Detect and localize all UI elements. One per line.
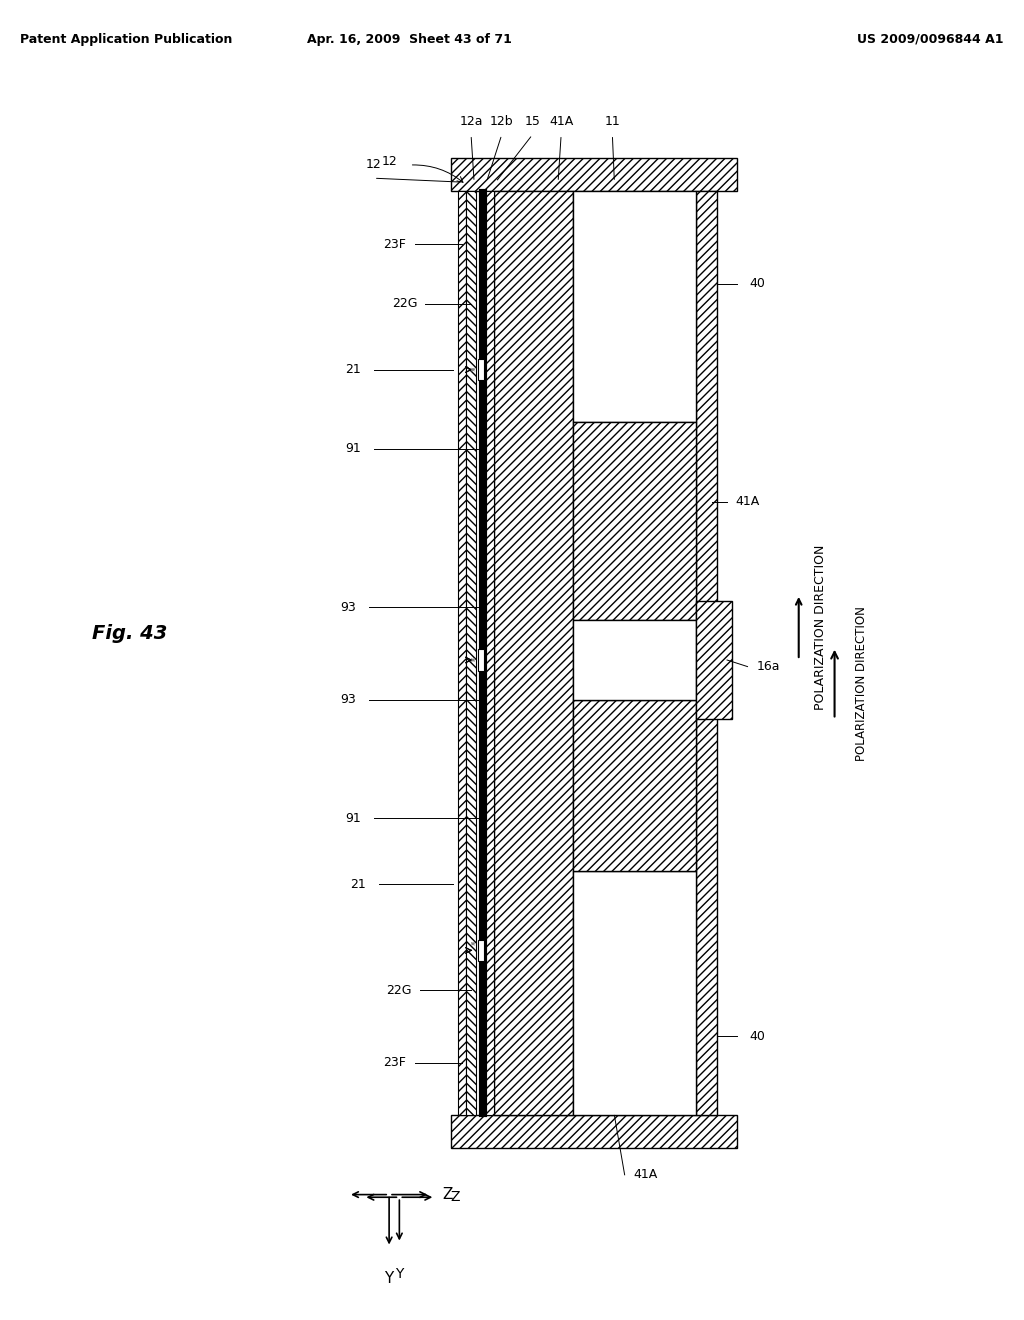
Text: 21: 21 <box>345 363 361 376</box>
Bar <box>573 620 696 700</box>
Text: 22G: 22G <box>387 983 412 997</box>
Polygon shape <box>451 1115 737 1148</box>
Text: 22G: 22G <box>392 297 417 310</box>
Text: Apr. 16, 2009  Sheet 43 of 71: Apr. 16, 2009 Sheet 43 of 71 <box>307 33 512 46</box>
Text: 41A: 41A <box>549 115 573 128</box>
Text: 12: 12 <box>366 158 382 172</box>
Polygon shape <box>466 191 476 1115</box>
Bar <box>573 191 696 422</box>
Polygon shape <box>573 700 696 871</box>
Bar <box>478 649 484 671</box>
Text: 12b: 12b <box>489 115 514 128</box>
Polygon shape <box>573 422 696 620</box>
Text: 15: 15 <box>524 115 541 128</box>
Text: 93: 93 <box>340 693 356 706</box>
Text: Y: Y <box>384 1271 394 1286</box>
Bar <box>478 940 484 961</box>
Text: POLARIZATION DIRECTION: POLARIZATION DIRECTION <box>855 606 868 760</box>
Polygon shape <box>458 191 466 1115</box>
Text: 41A: 41A <box>735 495 760 508</box>
Text: 21: 21 <box>350 878 367 891</box>
Text: 11: 11 <box>604 115 621 128</box>
Text: 93: 93 <box>340 601 356 614</box>
Polygon shape <box>696 191 717 1115</box>
Bar <box>573 871 696 1115</box>
Text: 40: 40 <box>750 277 766 290</box>
Text: 12a: 12a <box>460 115 482 128</box>
Polygon shape <box>494 191 573 1115</box>
Text: 23F: 23F <box>383 238 406 251</box>
Text: 41A: 41A <box>633 1168 657 1181</box>
Text: 16a: 16a <box>757 660 779 673</box>
Text: 23F: 23F <box>383 1056 406 1069</box>
Text: US 2009/0096844 A1: US 2009/0096844 A1 <box>857 33 1004 46</box>
Text: 12: 12 <box>381 154 397 168</box>
Text: POLARIZATION DIRECTION: POLARIZATION DIRECTION <box>814 544 827 710</box>
Text: Z: Z <box>451 1191 460 1204</box>
Text: 91: 91 <box>345 812 361 825</box>
Text: Y: Y <box>395 1267 403 1282</box>
Polygon shape <box>451 158 737 191</box>
Bar <box>478 359 484 380</box>
Text: 91: 91 <box>345 442 361 455</box>
Text: Fig. 43: Fig. 43 <box>92 624 168 643</box>
Polygon shape <box>485 191 494 1115</box>
Text: 40: 40 <box>750 1030 766 1043</box>
Text: Patent Application Publication: Patent Application Publication <box>20 33 232 46</box>
Text: Z: Z <box>442 1187 453 1203</box>
Polygon shape <box>696 601 732 719</box>
